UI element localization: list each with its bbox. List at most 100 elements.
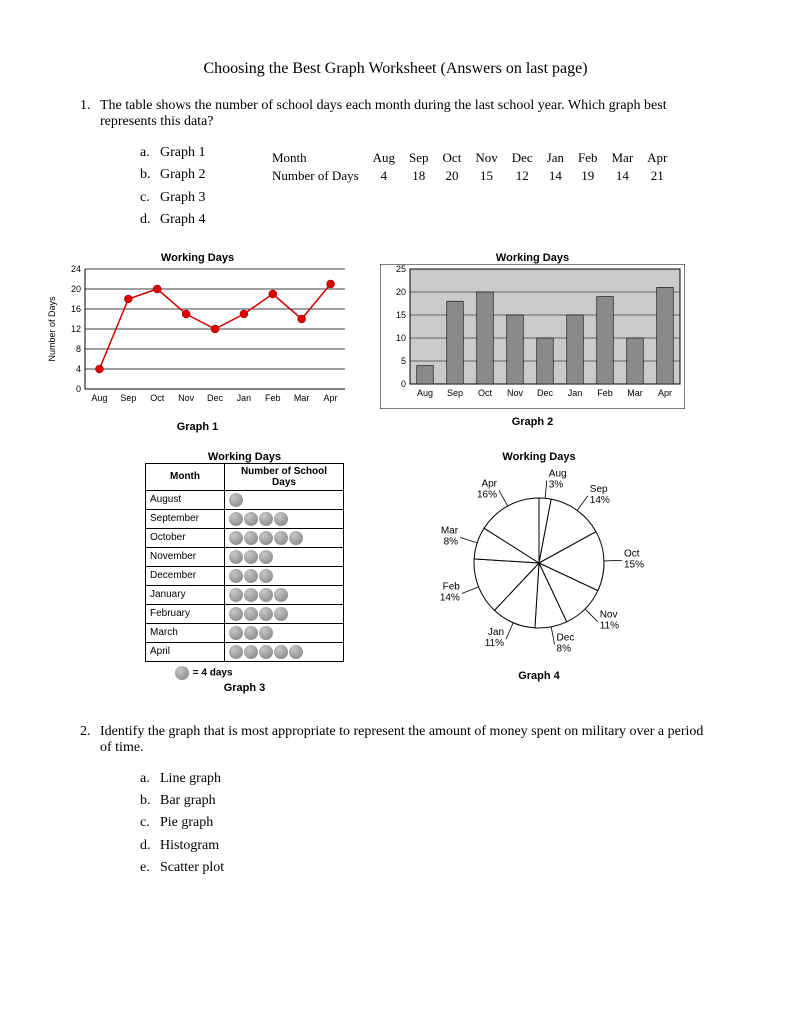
dot-icon [229,550,243,564]
svg-text:Nov: Nov [600,609,618,620]
g3-col-month: Month [146,463,225,490]
q1-opt-c: Graph 3 [160,190,206,205]
svg-text:Jan: Jan [568,388,583,398]
g4-title: Working Days [404,451,674,463]
dt-day-cell: 14 [541,168,570,184]
g3-row: February [146,604,344,623]
dot-icon [229,512,243,526]
q1-opt-a: Graph 1 [160,145,206,160]
g3-title: Working Days [145,451,344,463]
g3-row: August [146,490,344,509]
q2-text: Identify the graph that is most appropri… [100,724,703,755]
q2-opt-e: Scatter plot [160,860,224,875]
svg-text:Jan: Jan [488,627,504,638]
svg-text:Mar: Mar [441,525,459,536]
dot-icon [229,588,243,602]
dot-icon [229,626,243,640]
dt-day-cell: 21 [641,168,673,184]
dt-month-cell: Sep [403,150,435,166]
svg-text:20: 20 [396,287,406,297]
svg-text:Feb: Feb [443,581,461,592]
svg-text:Feb: Feb [265,393,281,403]
dot-icon [259,531,273,545]
g4-label: Graph 4 [404,670,674,682]
svg-text:Jan: Jan [237,393,252,403]
svg-text:14%: 14% [590,494,610,505]
g1-label: Graph 1 [45,421,350,433]
q1-data-table: MonthAugSepOctNovDecJanFebMarApr Number … [270,148,675,186]
svg-text:Sep: Sep [590,483,608,494]
q2-opt-d-letter: d. [140,835,160,857]
dot-icon [259,626,273,640]
dt-month-cell: Dec [506,150,539,166]
q1-opt-c-letter: c. [140,187,160,209]
q2-opt-b: Bar graph [160,793,216,808]
g3-label: Graph 3 [145,682,344,694]
g3-legend: = 4 days [175,666,344,680]
dot-icon [244,512,258,526]
g3-dots-cell [225,509,344,528]
dot-icon [229,493,243,507]
dot-icon [229,531,243,545]
q1-opt-b-letter: b. [140,164,160,186]
question-1: 1.The table shows the number of school d… [100,98,711,232]
dot-icon [289,645,303,659]
dt-month-cell: Aug [367,150,401,166]
dt-month-cell: Jan [541,150,570,166]
dt-month-cell: Oct [437,150,468,166]
svg-text:Dec: Dec [537,388,554,398]
dot-icon [244,550,258,564]
svg-text:Dec: Dec [207,393,224,403]
g3-month-cell: August [146,490,225,509]
svg-text:25: 25 [396,264,406,274]
svg-text:14%: 14% [440,592,460,603]
dt-month-header: Month [272,150,365,166]
svg-text:0: 0 [401,379,406,389]
q2-opt-b-letter: b. [140,790,160,812]
svg-text:8%: 8% [557,643,572,654]
svg-text:8%: 8% [444,536,459,547]
graph-4: Working Days Aug3%Sep14%Oct15%Nov11%Dec8… [404,451,674,694]
svg-text:Apr: Apr [658,388,672,398]
q1-number: 1. [80,98,100,114]
dot-icon [244,569,258,583]
g3-month-cell: December [146,566,225,585]
dot-icon [274,607,288,621]
dot-icon [274,512,288,526]
svg-text:8: 8 [76,344,81,354]
svg-text:11%: 11% [485,638,504,649]
g3-dots-cell [225,547,344,566]
g3-row: April [146,642,344,661]
q2-opt-c-letter: c. [140,812,160,834]
svg-text:4: 4 [76,364,81,374]
dt-day-cell: 18 [403,168,435,184]
svg-text:Dec: Dec [557,632,575,643]
q2-opt-a-letter: a. [140,768,160,790]
g3-dots-cell [225,585,344,604]
graph-2: Working Days 0510152025AugSepOctNovDecJa… [380,252,685,433]
g3-month-cell: March [146,623,225,642]
dot-icon [259,569,273,583]
svg-text:Nov: Nov [507,388,524,398]
g2-label: Graph 2 [380,416,685,428]
svg-text:Apr: Apr [481,478,497,489]
dot-icon [259,645,273,659]
dt-day-cell: 12 [506,168,539,184]
svg-text:20: 20 [71,284,81,294]
q2-opt-a: Line graph [160,771,221,786]
dot-icon [259,550,273,564]
svg-text:Oct: Oct [624,548,640,559]
svg-text:10: 10 [396,333,406,343]
g3-row: October [146,528,344,547]
g3-row: December [146,566,344,585]
graph-3: Working Days Month Number of School Days… [145,451,344,694]
dot-icon [259,607,273,621]
dt-day-cell: 15 [469,168,503,184]
dot-icon [244,607,258,621]
svg-text:Mar: Mar [294,393,310,403]
g3-month-cell: February [146,604,225,623]
g3-row: November [146,547,344,566]
dot-icon [274,588,288,602]
q2-options: a.Line graph b.Bar graph c.Pie graph d.H… [140,768,711,880]
dt-day-cell: 19 [572,168,604,184]
